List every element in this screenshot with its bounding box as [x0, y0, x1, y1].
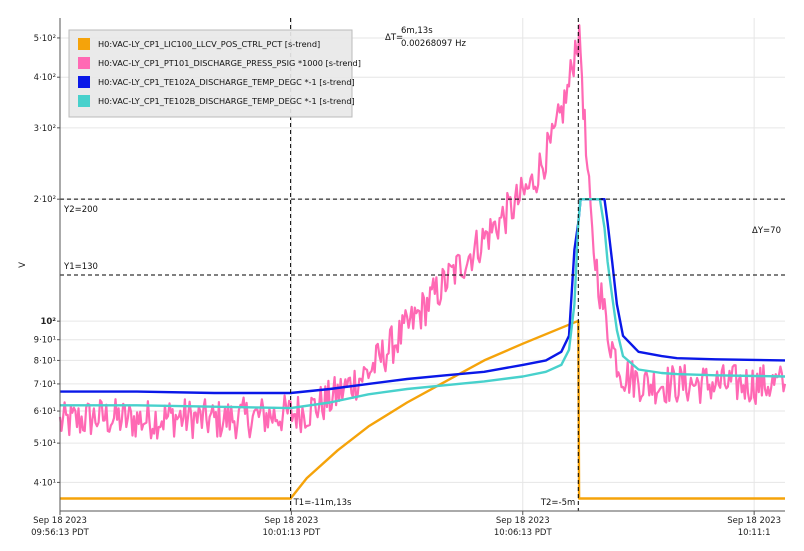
y-tick-labels: 4·10¹ 5·10¹ 6·10¹ 7·10¹ 8·10¹ 9·10¹ 10² 2·10² 3·… — [34, 34, 57, 488]
y-tick-label: 8·10¹ — [34, 356, 56, 366]
cursor-delta-y-label: ΔY=70 — [752, 226, 781, 236]
cursor-lines — [60, 18, 785, 511]
y-tick-label: 3·10² — [34, 124, 56, 134]
legend-box — [68, 29, 353, 118]
x-tick-date: Sep 18 2023 — [264, 516, 318, 526]
cursor-t1-label: T1=-11m,13s — [293, 498, 352, 508]
y-tick-label: 7·10¹ — [34, 380, 56, 390]
legend-label: H0:VAC-LY_CP1_TE102B_DISCHARGE_TEMP_DEGC… — [98, 96, 355, 106]
legend-swatch — [78, 38, 90, 50]
x-tick-date: Sep 18 2023 — [33, 516, 87, 526]
y-tick-label: 5·10² — [34, 34, 56, 44]
legend-label: H0:VAC-LY_CP1_PT101_DISCHARGE_PRESS_PSIG… — [98, 58, 361, 68]
x-tick-labels: Sep 18 2023 09:56:13 PDT Sep 18 2023 10:01:… — [31, 516, 781, 538]
series-line-3 — [60, 198, 786, 410]
legend-label: H0:VAC-LY_CP1_LIC100_LLCV_POS_CTRL_PCT [… — [98, 39, 320, 49]
legend-item-te102b[interactable]: H0:VAC-LY_CP1_TE102B_DISCHARGE_TEMP_DEGC… — [78, 95, 355, 107]
cursor-y1-label: Y1=130 — [63, 262, 98, 272]
y-tick-label: 6·10¹ — [34, 407, 56, 417]
x-tick-date: Sep 18 2023 — [727, 516, 781, 526]
y-axis-label: V — [18, 262, 28, 268]
legend-item-te102a[interactable]: H0:VAC-LY_CP1_TE102A_DISCHARGE_TEMP_DEGC… — [78, 76, 355, 88]
x-tick-time: 10:06:13 PDT — [494, 528, 553, 538]
legend-swatch — [78, 76, 90, 88]
legend[interactable]: H0:VAC-LY_CP1_LIC100_LLCV_POS_CTRL_PCT [… — [68, 29, 361, 118]
cursor-y2-label: Y2=200 — [63, 205, 98, 215]
y-tick-label: 4·10¹ — [34, 478, 56, 488]
legend-swatch — [78, 95, 90, 107]
y-tick-label: 9·10¹ — [34, 336, 56, 346]
cursor-delta-t-value: 6m,13s — [401, 26, 433, 36]
x-tick-date: Sep 18 2023 — [496, 516, 550, 526]
y-tick-label: 4·10² — [34, 73, 56, 83]
legend-swatch — [78, 57, 90, 69]
legend-item-pt101[interactable]: H0:VAC-LY_CP1_PT101_DISCHARGE_PRESS_PSIG… — [78, 57, 361, 69]
y-tick-label: 5·10¹ — [34, 439, 56, 449]
legend-label: H0:VAC-LY_CP1_TE102A_DISCHARGE_TEMP_DEGC… — [98, 77, 355, 87]
cursor-delta-t-label: ΔT= — [385, 33, 403, 43]
x-tick-time: 10:11:1 — [738, 528, 771, 538]
x-tick-time: 10:01:13 PDT — [263, 528, 322, 538]
series-line-1 — [58, 24, 787, 440]
series-line-2 — [60, 198, 786, 395]
cursor-t2-label: T2=-5m — [540, 498, 575, 508]
y-tick-label: 10² — [40, 317, 56, 327]
y-tick-label: 2·10² — [34, 195, 56, 205]
x-tick-time: 09:56:13 PDT — [31, 528, 90, 538]
cursor-delta-t-frequency: 0.00268097 Hz — [401, 39, 466, 49]
legend-item-lic100[interactable]: H0:VAC-LY_CP1_LIC100_LLCV_POS_CTRL_PCT [… — [78, 38, 320, 50]
